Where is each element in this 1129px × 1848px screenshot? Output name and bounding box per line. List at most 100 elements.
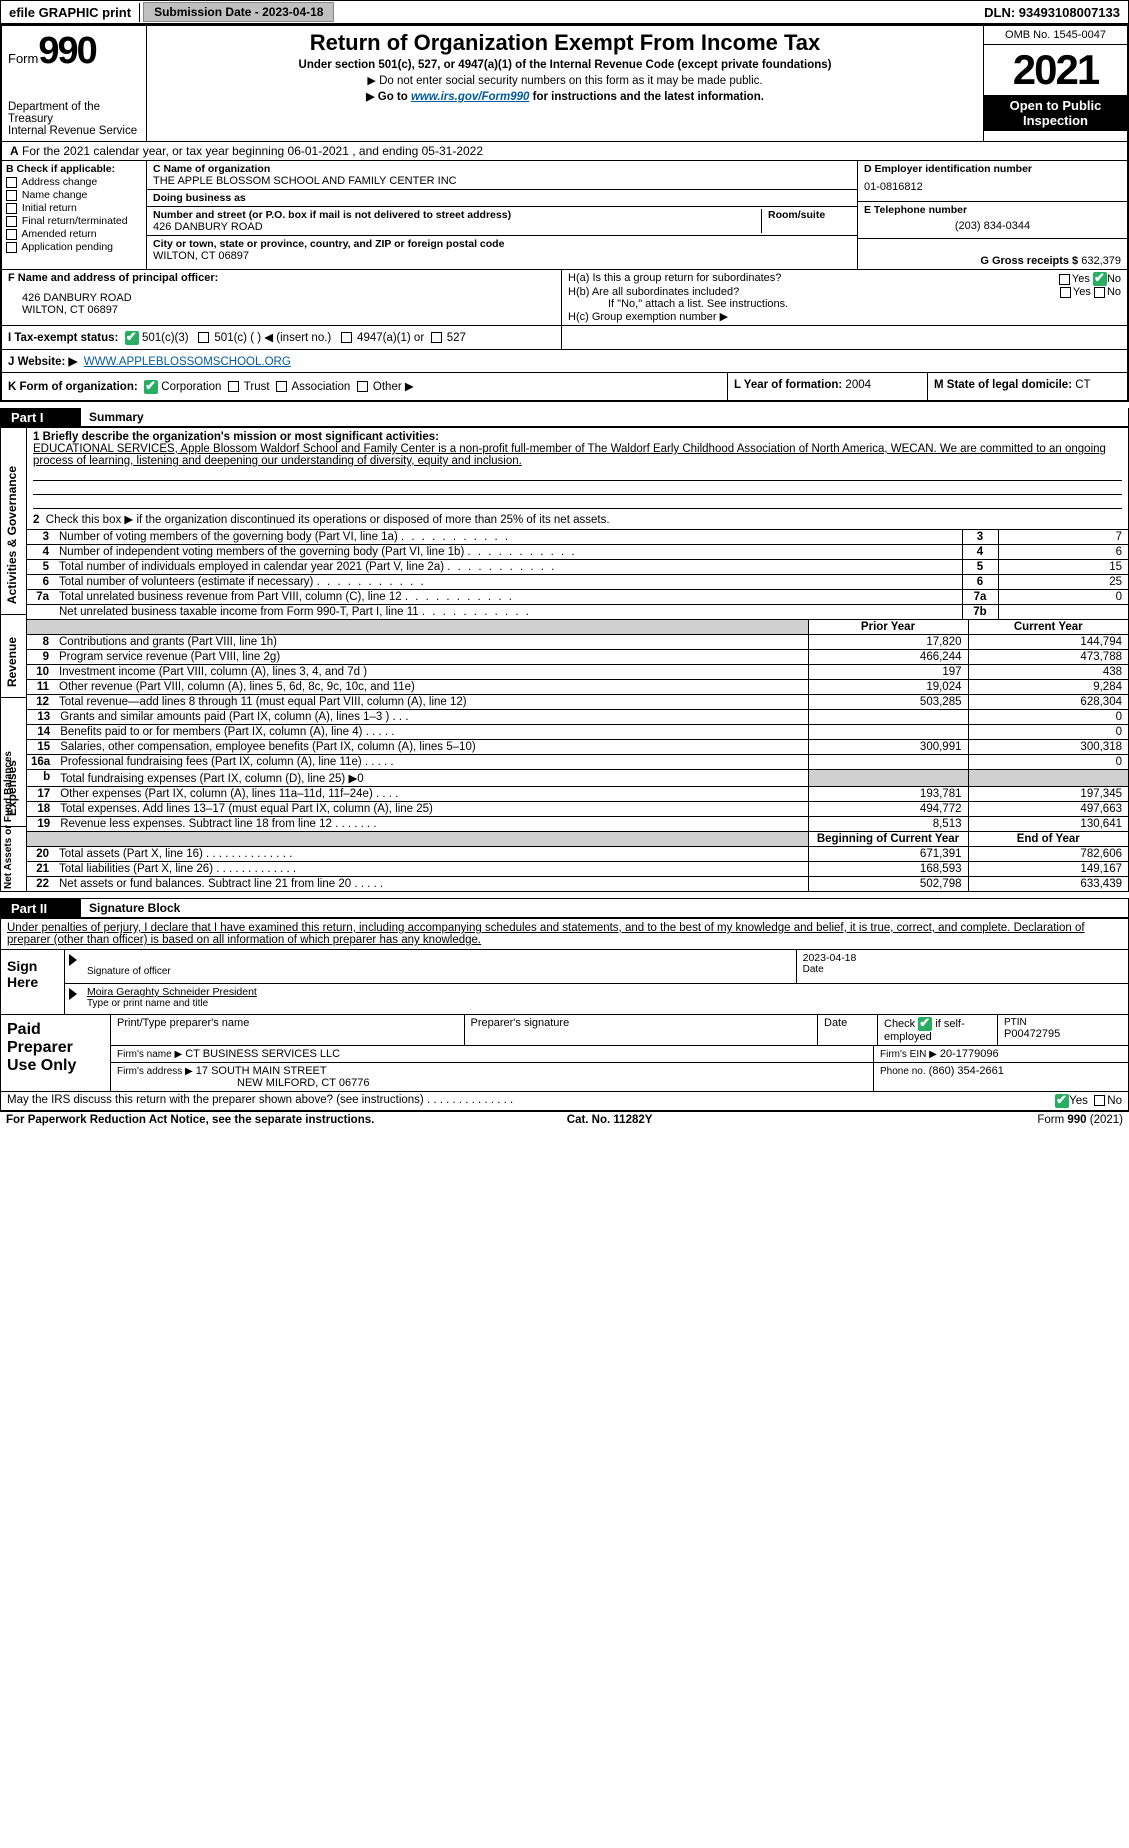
chk-application[interactable]: Application pending [6,241,142,253]
ptin-value: P00472795 [1004,1028,1122,1040]
discuss-yes-box[interactable] [1055,1094,1069,1108]
chk-address-change[interactable]: Address change [6,176,142,188]
table-header: Prior YearCurrent Year [27,619,1128,634]
discuss-no-box[interactable] [1094,1095,1105,1106]
table-row: 13Grants and similar amounts paid (Part … [27,709,1128,724]
cat-no: Cat. No. 11282Y [567,1114,653,1126]
city-block: City or town, state or province, country… [147,236,857,264]
table-row: 16aProfessional fundraising fees (Part I… [27,754,1128,769]
hb-yes-box[interactable] [1060,287,1071,298]
sig-officer-label: Signature of officer [87,966,790,977]
row-i-status: I Tax-exempt status: 501(c)(3) 501(c) ( … [2,325,1127,349]
sig-name-label: Type or print name and title [87,998,1122,1009]
row-a-text: For the 2021 calendar year, or tax year … [22,144,483,158]
gross-block: G Gross receipts $ 632,379 [858,239,1127,269]
addr-value: 426 DANBURY ROAD [153,221,761,233]
table-row: Net unrelated business taxable income fr… [27,604,1128,619]
firm-name-label: Firm's name ▶ [117,1049,182,1060]
line2-discontinued: 2 Check this box ▶ if the organization d… [27,509,1128,529]
firm-addr2: NEW MILFORD, CT 06776 [117,1077,369,1089]
501c-box[interactable] [198,332,209,343]
firm-name-cell: Firm's name ▶ CT BUSINESS SERVICES LLC [111,1046,874,1062]
preparer-row: Paid Preparer Use Only Print/Type prepar… [1,1014,1128,1091]
header-right: OMB No. 1545-0047 2021 Open to Public In… [983,26,1127,141]
tel-block: E Telephone number (203) 834-0344 [858,202,1127,239]
chk-initial-return[interactable]: Initial return [6,202,142,214]
addr-label: Number and street (or P.O. box if mail i… [153,209,761,221]
dln-text: DLN: 93493108007133 [984,5,1128,20]
l1-text: EDUCATIONAL SERVICES, Apple Blossom Wald… [33,443,1106,467]
tel-label: E Telephone number [864,204,1121,216]
firm-name-value: CT BUSINESS SERVICES LLC [185,1048,340,1060]
table-row: 17Other expenses (Part IX, column (A), l… [27,786,1128,801]
yof-value: 2004 [845,379,871,391]
caution-body: Do not enter social security numbers on … [379,75,763,87]
assoc-label: Association [292,381,351,393]
page-footer: For Paperwork Reduction Act Notice, see … [0,1111,1129,1128]
hc-text: H(c) Group exemption number ▶ [568,310,1121,323]
trust-box[interactable] [228,381,239,392]
efile-bar: efile GRAPHIC print Submission Date - 20… [0,0,1129,24]
org-name: THE APPLE BLOSSOM SCHOOL AND FAMILY CENT… [153,175,851,187]
527-box[interactable] [431,332,442,343]
col-c-org: C Name of organization THE APPLE BLOSSOM… [147,161,857,269]
chk-final-return[interactable]: Final return/terminated [6,215,142,227]
corp-label: Corporation [161,381,221,393]
other-box[interactable] [357,381,368,392]
selfemployed-box[interactable] [918,1017,932,1031]
col-d-ein: D Employer identification number 01-0816… [857,161,1127,269]
signature-block: Under penalties of perjury, I declare th… [0,919,1129,1111]
form-footer: Form 990 (2021) [1037,1114,1123,1126]
form-number: Form990 [8,30,140,73]
corp-box[interactable] [144,380,158,394]
website-link[interactable]: WWW.APPLEBLOSSOMSCHOOL.ORG [84,356,291,368]
part2-num: Part II [1,899,81,918]
assoc-box[interactable] [276,381,287,392]
sig-arrow-icon [65,984,81,1014]
ein-label: D Employer identification number [864,163,1121,175]
table-row: 18Total expenses. Add lines 13–17 (must … [27,801,1128,816]
ein-value: 01-0816812 [864,175,1121,199]
firm-ein-value: 20-1779096 [940,1048,999,1060]
table-row: 11Other revenue (Part VIII, column (A), … [27,679,1128,694]
row-k-formorg: K Form of organization: Corporation Trus… [2,372,1127,400]
chk-amended[interactable]: Amended return [6,228,142,240]
firm-addr-cell: Firm's address ▶ 17 SOUTH MAIN STREET NE… [111,1063,874,1091]
ha-no-box[interactable] [1093,272,1107,286]
rev-table: Prior YearCurrent Year8Contributions and… [27,619,1128,709]
ha-yes-box[interactable] [1059,274,1070,285]
blank-line [33,481,1122,495]
subtitle: Under section 501(c), 527, or 4947(a)(1)… [155,59,975,71]
prep-check-label: Check [884,1018,915,1030]
501c3-box[interactable] [125,331,139,345]
formorg-label: K Form of organization: [8,381,138,393]
hb-no-box[interactable] [1094,287,1105,298]
phone-value: (860) 354-2661 [929,1065,1004,1077]
prep-date-label: Date [818,1015,878,1045]
org-name-block: C Name of organization THE APPLE BLOSSOM… [147,161,857,190]
officer-label: F Name and address of principal officer: [8,272,555,284]
sig-name-value: Moira Geraghty Schneider President [87,986,1122,998]
table-row: 22Net assets or fund balances. Subtract … [27,876,1128,891]
submission-date-button[interactable]: Submission Date - 2023-04-18 [143,2,334,22]
table-row: 15Salaries, other compensation, employee… [27,739,1128,754]
sig-date-value: 2023-04-18 [803,952,1122,964]
firm-ein-label: Firm's EIN ▶ [880,1049,937,1060]
table-row: 8Contributions and grants (Part VIII, li… [27,634,1128,649]
vtab-netassets: Net Assets or Fund Balances [1,826,26,891]
table-row: 6Total number of volunteers (estimate if… [27,574,1128,589]
yof-label: L Year of formation: [734,379,842,391]
trust-label: Trust [244,381,270,393]
col-b-checkboxes: B Check if applicable: Address change Na… [2,161,147,269]
irs-link[interactable]: www.irs.gov/Form990 [411,91,529,103]
table-row: 9Program service revenue (Part VIII, lin… [27,649,1128,664]
sig-name-cell: Moira Geraghty Schneider President Type … [81,984,1128,1014]
sign-here-label: Sign Here [1,950,65,1014]
part1-body: Activities & Governance Revenue Expenses… [0,428,1129,892]
vtab-revenue: Revenue [1,614,26,697]
chk-name-change[interactable]: Name change [6,189,142,201]
dba-block: Doing business as [147,190,857,207]
table-row: bTotal fundraising expenses (Part IX, co… [27,769,1128,786]
4947-box[interactable] [341,332,352,343]
firm-addr1: 17 SOUTH MAIN STREET [196,1065,327,1077]
